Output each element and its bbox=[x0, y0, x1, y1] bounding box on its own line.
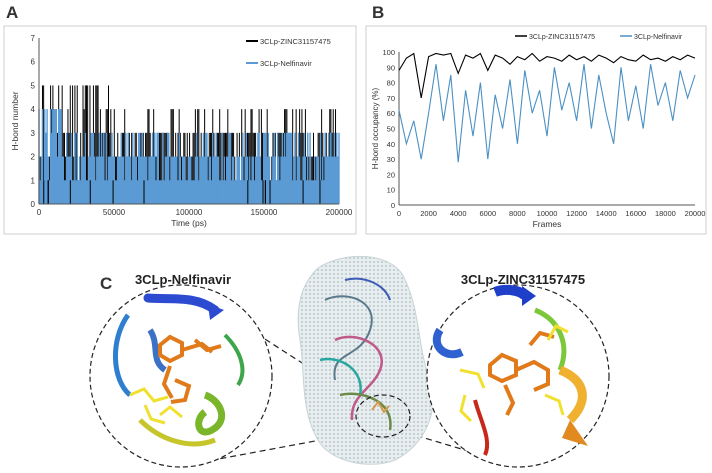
left-structure-label: 3CLp-Nelfinavir bbox=[135, 272, 231, 287]
y-tick-label: 10 bbox=[387, 186, 395, 195]
y-tick-label: 7 bbox=[31, 34, 36, 43]
x-axis-title: Time (ps) bbox=[171, 218, 207, 228]
panel-c-letter: C bbox=[100, 274, 113, 293]
legend-label-zinc: 3CLp-ZINC31157475 bbox=[529, 34, 595, 41]
y-tick-label: 100 bbox=[382, 48, 395, 57]
panel-b-letter: B bbox=[372, 3, 385, 22]
nelfinavir-zoom bbox=[89, 284, 273, 468]
x-tick-label: 200000 bbox=[326, 208, 353, 217]
panel-a-frame bbox=[3, 25, 357, 235]
panel-b-frame bbox=[365, 25, 707, 235]
x-tick-label: 18000 bbox=[655, 209, 676, 218]
y-tick-label: 0 bbox=[31, 200, 36, 209]
y-tick-label: 60 bbox=[387, 109, 395, 118]
x-tick-label: 8000 bbox=[509, 209, 526, 218]
x-tick-label: 12000 bbox=[566, 209, 587, 218]
legend-label-zinc: 3CLp-ZINC31157475 bbox=[260, 37, 331, 46]
zinc-zoom bbox=[426, 284, 610, 468]
y-tick-label: 2 bbox=[31, 153, 36, 162]
x-tick-label: 50000 bbox=[103, 208, 126, 217]
x-tick-label: 20000 bbox=[685, 209, 706, 218]
panel-a-marks bbox=[38, 85, 340, 204]
y-tick-label: 70 bbox=[387, 94, 395, 103]
y-tick-label: 50 bbox=[387, 125, 395, 134]
x-tick-label: 14000 bbox=[596, 209, 617, 218]
x-tick-label: 100000 bbox=[176, 208, 203, 217]
y-tick-label: 4 bbox=[31, 105, 36, 114]
y-tick-label: 30 bbox=[387, 155, 395, 164]
y-tick-label: 5 bbox=[31, 81, 36, 90]
y-tick-label: 40 bbox=[387, 140, 395, 149]
x-tick-label: 0 bbox=[37, 208, 42, 217]
x-tick-label: 150000 bbox=[251, 208, 278, 217]
panel-a-letter: A bbox=[6, 3, 19, 22]
y-tick-label: 20 bbox=[387, 170, 395, 179]
series-line-zinc bbox=[398, 52, 696, 98]
y-tick-label: 90 bbox=[387, 63, 395, 72]
x-tick-label: 2000 bbox=[420, 209, 437, 218]
y-tick-label: 80 bbox=[387, 79, 395, 88]
protein-surface bbox=[297, 255, 434, 465]
x-axis-title: Frames bbox=[533, 219, 562, 229]
y-tick-label: 0 bbox=[391, 201, 395, 210]
series-line-nelfinavir bbox=[398, 64, 696, 163]
y-tick-label: 3 bbox=[31, 129, 36, 138]
right-structure-label: 3CLp-ZINC31157475 bbox=[461, 272, 585, 287]
x-tick-label: 10000 bbox=[537, 209, 558, 218]
x-tick-label: 4000 bbox=[450, 209, 467, 218]
y-tick-label: 1 bbox=[31, 176, 36, 185]
y-axis-title: H-bond number bbox=[10, 91, 20, 150]
y-axis-title: H-bond occupancy (%) bbox=[371, 87, 380, 169]
x-tick-label: 16000 bbox=[625, 209, 646, 218]
x-tick-label: 6000 bbox=[479, 209, 496, 218]
legend-label-nelfinavir: 3CLp-Nelfinavir bbox=[634, 34, 683, 41]
x-tick-label: 0 bbox=[397, 209, 401, 218]
legend-label-nelfinavir: 3CLp-Nelfinavir bbox=[260, 59, 312, 68]
y-tick-label: 6 bbox=[31, 58, 36, 67]
